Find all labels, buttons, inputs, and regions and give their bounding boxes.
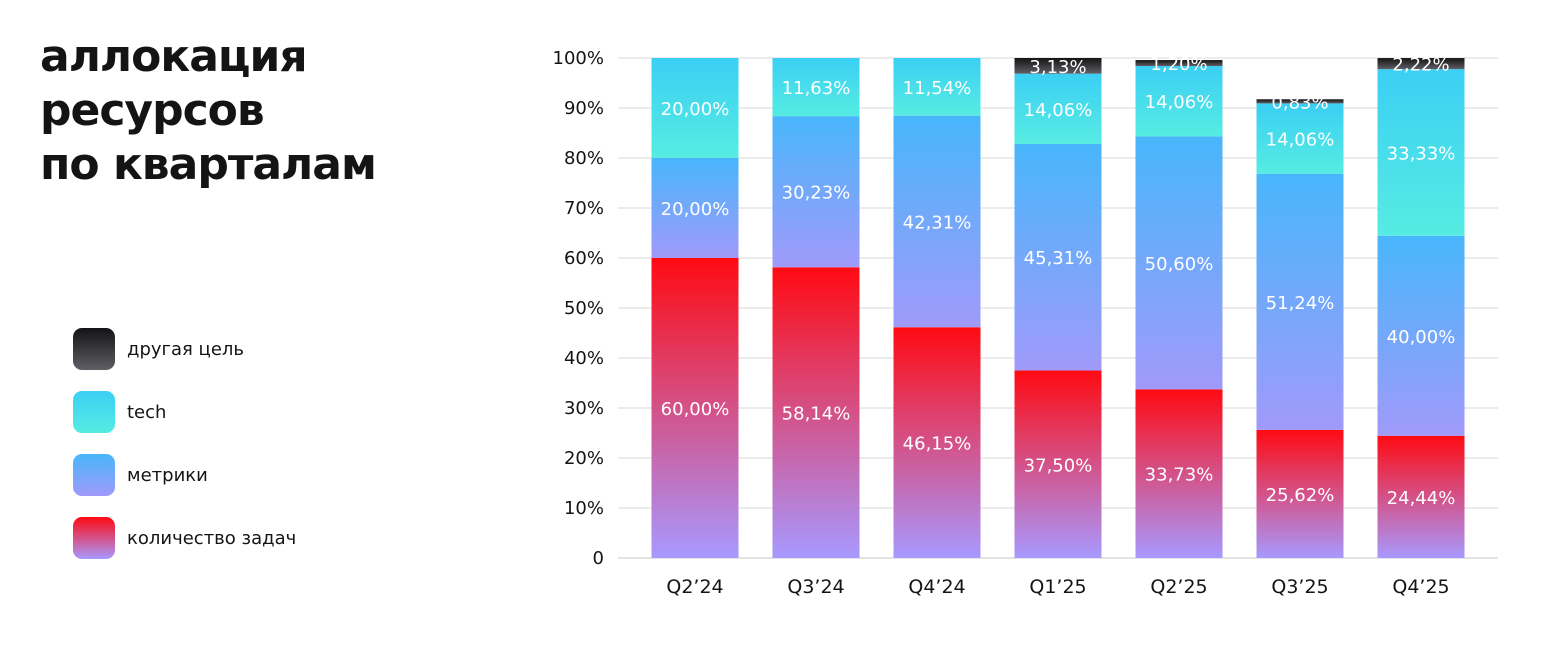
data-label-metrics: 40,00% — [1387, 327, 1456, 348]
bar-segment-tech — [1377, 69, 1465, 236]
legend-swatch-other — [73, 328, 115, 370]
bar-segment-metrics — [1014, 143, 1102, 371]
data-label-tech: 33,33% — [1387, 143, 1456, 164]
data-label-tasks: 60,00% — [661, 399, 730, 420]
bar-segment-tasks — [1135, 389, 1223, 558]
legend-label-metrics: метрики — [127, 465, 208, 486]
data-label-tasks: 25,62% — [1266, 485, 1335, 506]
data-label-metrics: 20,00% — [661, 199, 730, 220]
y-tick-label: 90% — [564, 98, 604, 119]
x-tick-label: Q3’24 — [787, 576, 844, 598]
x-tick-label: Q4’25 — [1392, 576, 1449, 598]
y-tick-label: 10% — [564, 498, 604, 519]
bar-segment-metrics — [772, 116, 860, 268]
bar-segment-tech — [1256, 103, 1344, 174]
title-line-3: по кварталам — [40, 139, 377, 190]
data-label-tasks: 37,50% — [1024, 455, 1093, 476]
bar-segment-metrics — [1135, 136, 1223, 390]
data-label-metrics: 42,31% — [903, 212, 972, 233]
bar-segment-other — [1256, 99, 1344, 104]
data-label-other: 0,83% — [1271, 92, 1328, 113]
bar-segment-other — [1135, 60, 1223, 67]
bar-segment-tech — [893, 58, 981, 116]
data-labels: 60,00% 20,00% 20,00% 58,14% 30,23% 11,63% 46,1… — [661, 54, 1456, 509]
data-label-other: 3,13% — [1029, 57, 1086, 78]
bar-segment-other — [1377, 58, 1465, 70]
chart-title: аллокация ресурсов по кварталам — [40, 30, 520, 192]
y-tick-label: 0 — [593, 548, 604, 569]
data-label-metrics: 45,31% — [1024, 248, 1093, 269]
bar-segment-metrics — [651, 158, 739, 258]
legend-label-tasks: количество задач — [127, 528, 297, 549]
data-label-tasks: 33,73% — [1145, 465, 1214, 486]
x-tick-label: Q1’25 — [1029, 576, 1086, 598]
x-tick-label: Q2’24 — [666, 576, 723, 598]
legend-swatch-tasks — [73, 517, 115, 559]
bar-segment-tasks — [1256, 429, 1344, 558]
data-label-tech: 20,00% — [661, 99, 730, 120]
y-tick-label: 70% — [564, 198, 604, 219]
x-tick-label: Q4’24 — [908, 576, 965, 598]
bar-segment-tech — [772, 58, 860, 117]
legend-item-other: другая цель — [73, 328, 373, 370]
data-label-metrics: 30,23% — [782, 183, 851, 204]
x-tick-label: Q3’25 — [1271, 576, 1328, 598]
legend-swatch-metrics — [73, 454, 115, 496]
y-tick-label: 60% — [564, 248, 604, 269]
bar-segment-metrics — [1377, 235, 1465, 436]
bar-segment-tech — [1014, 73, 1102, 144]
data-label-tasks: 46,15% — [903, 434, 972, 455]
bar-segment-tasks — [1377, 435, 1465, 558]
title-line-2: ресурсов — [40, 85, 265, 136]
legend-item-metrics: метрики — [73, 454, 373, 496]
x-tick-label: Q2’25 — [1150, 576, 1207, 598]
bars — [651, 58, 1465, 558]
y-tick-label: 80% — [564, 148, 604, 169]
y-tick-label: 100% — [553, 48, 604, 69]
bar-segment-metrics — [1256, 173, 1344, 430]
bar-segment-tech — [1135, 66, 1223, 137]
title-line-1: аллокация — [40, 31, 308, 82]
legend-label-tech: tech — [127, 402, 167, 423]
bar-segment-other — [1014, 58, 1102, 74]
y-tick-label: 20% — [564, 448, 604, 469]
y-tick-label: 50% — [564, 298, 604, 319]
data-label-other: 2,22% — [1392, 55, 1449, 76]
data-label-metrics: 50,60% — [1145, 254, 1214, 275]
bar-segment-metrics — [893, 115, 981, 328]
data-label-tech: 14,06% — [1024, 100, 1093, 121]
data-label-tasks: 24,44% — [1387, 488, 1456, 509]
bar-segment-tasks — [651, 258, 739, 558]
bar-segment-tasks — [1014, 370, 1102, 558]
bar-segment-tasks — [772, 267, 860, 558]
legend-label-other: другая цель — [127, 339, 244, 360]
bar-segment-tech — [651, 58, 739, 158]
data-label-tech: 11,54% — [903, 78, 972, 99]
data-label-tech: 11,63% — [782, 78, 851, 99]
bar-segment-tasks — [893, 327, 981, 558]
data-label-metrics: 51,24% — [1266, 293, 1335, 314]
legend-swatch-tech — [73, 391, 115, 433]
data-label-tasks: 58,14% — [782, 404, 851, 425]
axes: 0 10% 20% 30% 40% 50% 60% 70% 80% 90% 100% Q2’24 Q3’… — [553, 48, 1450, 598]
y-tick-label: 30% — [564, 398, 604, 419]
legend-item-tasks: количество задач — [73, 517, 373, 559]
y-tick-label: 40% — [564, 348, 604, 369]
data-label-tech: 14,06% — [1145, 92, 1214, 113]
data-label-other: 1,20% — [1150, 54, 1207, 75]
data-label-tech: 14,06% — [1266, 130, 1335, 151]
legend-item-tech: tech — [73, 391, 373, 433]
